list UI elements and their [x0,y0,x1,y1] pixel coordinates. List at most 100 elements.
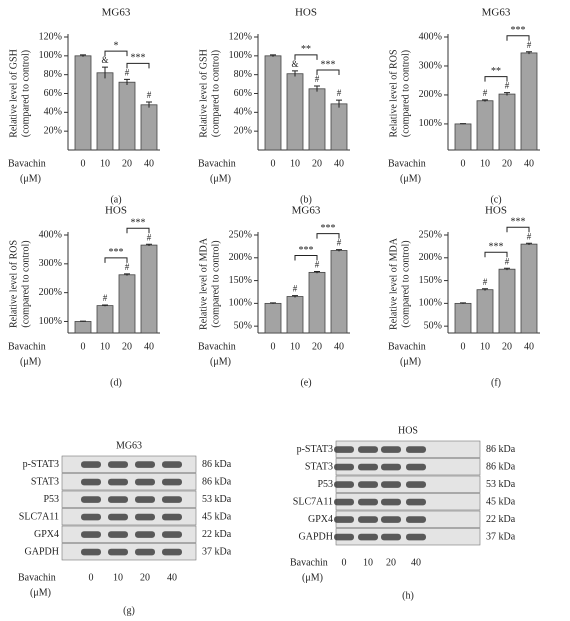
x-tick-label: 40 [524,158,534,169]
error-bar [292,70,298,77]
y-axis-label: (compared to control) [400,50,411,137]
bar [96,72,114,151]
error-bar [482,288,488,291]
bar [118,274,136,334]
band [358,481,378,488]
band [81,531,101,538]
protein-label: SLC7A11 [19,512,59,523]
band [108,513,128,521]
size-label: 86 kDa [486,444,516,455]
band [381,516,401,523]
error-bar [314,85,320,92]
band [108,478,128,486]
y-tick-label: 250% [229,229,252,240]
error-bar [146,101,152,108]
x-axis-label: (μM) [400,356,421,367]
y-axis-label: Relative level of MDA [388,237,399,330]
x-axis-label: (μM) [30,587,51,598]
y-tick-label: 120% [229,31,252,42]
bar [140,104,158,151]
x-tick-label: 20 [502,158,512,169]
bar [454,123,472,151]
bar [286,296,304,334]
bracket-label: *** [511,217,526,228]
band [358,463,378,471]
y-tick-label: 100% [39,50,62,61]
y-tick-label: 60% [234,88,252,99]
blot-title: MG63 [116,440,142,451]
bracket-label: ** [491,66,501,77]
significance-marker: # [103,293,108,303]
bracket [316,69,340,75]
significance-marker: & [291,59,298,69]
x-axis-label: (μM) [210,356,231,367]
band [162,478,182,486]
band [108,531,128,538]
protein-label: GPX4 [34,529,59,540]
protein-label: GAPDH [299,532,333,543]
bar [520,243,538,334]
protein-label: STAT3 [31,477,59,488]
x-tick-label: 10 [480,158,490,169]
y-axis-label: Relative level of ROS [8,240,19,328]
bracket-label: *** [489,242,504,253]
size-label: 45 kDa [202,512,232,523]
significance-marker: # [505,81,510,91]
band [406,481,426,488]
error-bar [80,54,86,57]
band [406,516,426,523]
significance-marker: # [527,40,532,50]
y-tick-label: 300% [39,258,62,269]
y-axis-label: Relative level of MDA [198,237,209,330]
panel-label: (c) [490,194,501,205]
x-tick-label: 10 [100,341,110,352]
protein-label: P53 [43,494,59,505]
error-bar [314,270,320,274]
size-label: 86 kDa [202,477,232,488]
size-label: 53 kDa [202,494,232,505]
band [135,461,155,468]
chart-title: HOS [485,205,507,217]
bracket [294,254,318,261]
y-tick-label: 250% [419,229,442,240]
panel-label: (d) [110,377,122,388]
error-bar [270,54,276,57]
bar [140,244,158,334]
band [381,533,401,541]
y-tick-label: 80% [44,69,62,80]
band [406,463,426,471]
band [381,498,401,506]
bracket [506,226,530,233]
band [334,498,354,506]
blot-strip [61,455,197,473]
lane-label: 20 [386,557,396,568]
y-tick-label: 60% [44,88,62,99]
band [81,513,101,521]
significance-marker: & [101,55,108,65]
band [406,498,426,506]
x-axis-label: Bavachin [198,341,236,352]
x-tick-label: 40 [144,341,154,352]
bar [264,302,282,334]
band [358,516,378,523]
lane-label: 0 [89,572,94,583]
band [381,446,401,453]
error-bar [460,123,466,125]
y-tick-label: 150% [229,275,252,286]
lane-label: 40 [167,572,177,583]
x-tick-label: 20 [312,341,322,352]
x-axis-label: (μM) [210,173,231,184]
error-bar [482,99,488,102]
y-tick-label: 20% [234,125,252,136]
error-bar [292,295,298,298]
x-tick-label: 10 [290,158,300,169]
y-axis-label: (compared to control) [20,240,31,327]
x-tick-label: 0 [271,341,276,352]
y-axis-label: Relative level of GSH [8,49,19,138]
size-label: 86 kDa [486,462,516,473]
x-axis-label: Bavachin [8,158,46,169]
error-bar [504,267,510,271]
protein-label: p-STAT3 [297,444,333,455]
y-tick-label: 40% [234,107,252,118]
y-axis-label: (compared to control) [210,240,221,327]
